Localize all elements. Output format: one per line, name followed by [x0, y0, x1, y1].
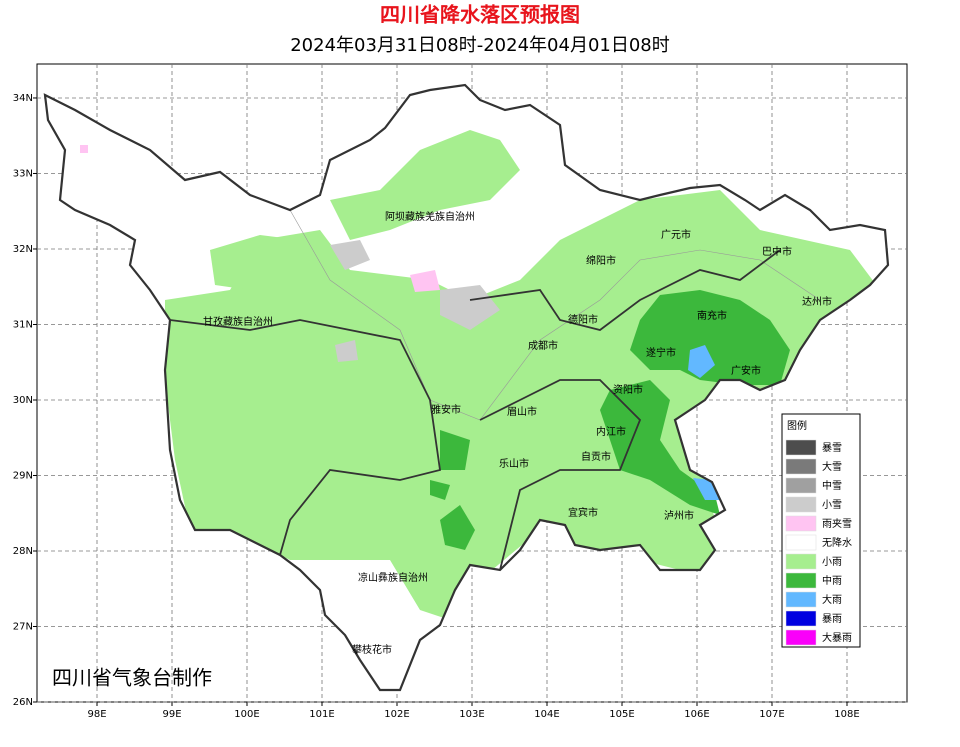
city-label: 遂宁市	[646, 346, 676, 359]
city-label: 甘孜藏族自治州	[203, 315, 273, 328]
city-label: 巴中市	[762, 245, 792, 258]
x-tick-label: 108E	[834, 709, 859, 720]
precip-area	[630, 290, 790, 385]
precip-area	[335, 340, 358, 362]
legend-label: 大雨	[822, 593, 842, 606]
legend-swatch	[785, 496, 817, 513]
x-tick-label: 103E	[459, 709, 484, 720]
legend-swatch	[785, 439, 817, 456]
legend-title: 图例	[787, 419, 807, 432]
x-tick-label: 100E	[234, 709, 259, 720]
precip-areas	[80, 130, 880, 620]
y-tick-label: 28N	[13, 546, 33, 557]
precip-area	[430, 480, 450, 500]
city-label: 阿坝藏族羌族自治州	[385, 210, 475, 223]
city-label: 宜宾市	[568, 506, 598, 519]
legend-label: 大暴雨	[822, 631, 852, 644]
y-tick-label: 34N	[13, 93, 33, 104]
title: 四川省降水落区预报图	[380, 3, 580, 27]
legend-label: 暴雪	[822, 442, 842, 454]
county-borders	[289, 209, 821, 421]
precip-area	[440, 285, 500, 330]
city-label: 自贡市	[581, 450, 611, 463]
legend-label: 中雪	[822, 479, 842, 492]
x-tick-label: 105E	[609, 709, 634, 720]
x-tick-label: 99E	[162, 709, 181, 720]
x-tick-label: 102E	[384, 709, 409, 720]
legend-label: 无降水	[822, 536, 852, 549]
city-label: 绵阳市	[586, 254, 616, 267]
city-label: 资阳市	[613, 383, 643, 396]
precip-area	[330, 130, 520, 240]
x-tick-label: 104E	[534, 709, 559, 720]
legend-swatch	[785, 458, 817, 475]
precip-area	[80, 145, 88, 153]
precip-area	[440, 505, 475, 550]
x-tick-label: 98E	[87, 709, 106, 720]
city-borders	[169, 319, 442, 556]
city-label: 眉山市	[507, 405, 537, 418]
legend-swatch	[785, 515, 817, 532]
precip-area	[410, 270, 440, 292]
precip-area	[330, 240, 370, 270]
legend-label: 中雨	[822, 574, 842, 587]
legend-swatch	[785, 553, 817, 570]
legend-swatch	[785, 534, 817, 551]
y-tick-label: 27N	[13, 621, 33, 632]
y-tick-label: 29N	[13, 470, 33, 481]
y-tick-label: 33N	[13, 168, 33, 179]
city-borders	[469, 249, 781, 331]
y-tick-label: 31N	[13, 319, 33, 330]
y-tick-label: 30N	[13, 395, 33, 406]
legend-label: 雨夹雪	[822, 517, 852, 530]
precip-area	[688, 345, 715, 378]
city-label: 乐山市	[499, 457, 529, 470]
precip-area	[440, 430, 470, 470]
city-label: 雅安市	[431, 403, 461, 416]
legend-label: 小雨	[822, 556, 842, 568]
city-borders	[479, 379, 642, 571]
legend-label: 小雪	[822, 499, 842, 511]
precip-area	[600, 380, 720, 515]
city-label: 达州市	[802, 295, 832, 308]
city-label: 成都市	[528, 339, 558, 352]
city-label: 德阳市	[568, 313, 598, 326]
legend-swatch	[785, 477, 817, 494]
legend-swatch	[785, 572, 817, 589]
x-tick-label: 107E	[759, 709, 784, 720]
subtitle: 2024年03月31日08时-2024年04月01日08时	[290, 35, 670, 56]
legend-label: 暴雨	[822, 613, 842, 625]
province-border	[43, 83, 890, 692]
y-tick-label: 32N	[13, 244, 33, 255]
x-tick-label: 106E	[684, 709, 709, 720]
city-label: 凉山彝族自治州	[358, 571, 428, 584]
x-tick-label: 101E	[309, 709, 334, 720]
city-label: 广元市	[661, 228, 691, 241]
city-label: 泸州市	[664, 509, 694, 522]
precip-area	[210, 235, 300, 290]
credit: 四川省气象台制作	[52, 666, 212, 690]
legend-swatch	[785, 591, 817, 608]
y-tick-label: 26N	[13, 697, 33, 708]
legend-label: 大雪	[822, 460, 842, 473]
city-label: 内江市	[596, 425, 626, 438]
legend-swatch	[785, 610, 817, 627]
legend-swatch	[785, 629, 817, 646]
city-label: 攀枝花市	[352, 643, 392, 656]
city-label: 南充市	[697, 309, 727, 322]
city-label: 广安市	[731, 364, 761, 377]
